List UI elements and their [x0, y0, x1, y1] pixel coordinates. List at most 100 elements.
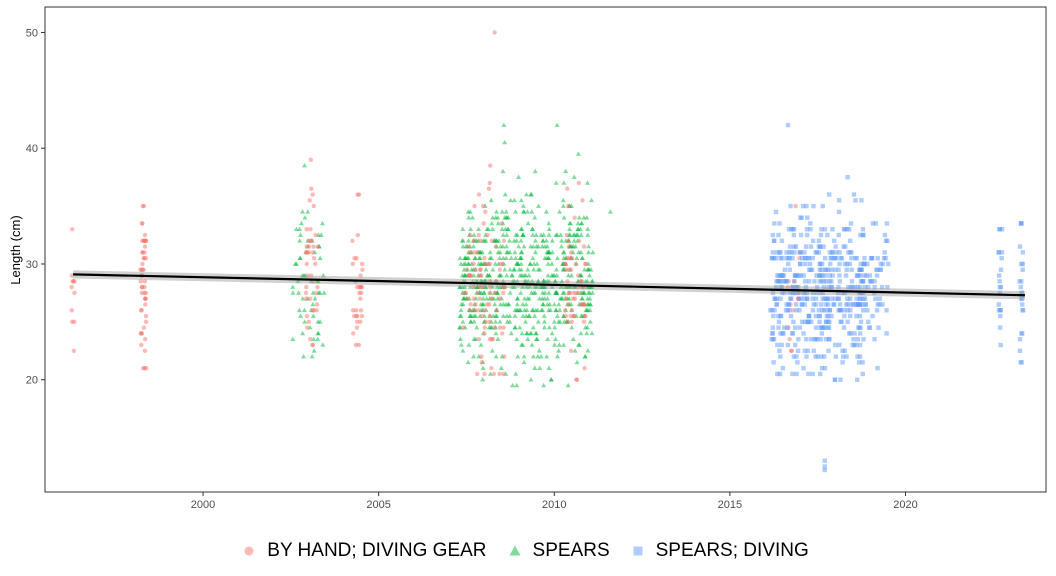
- data-point-spears: [494, 284, 500, 289]
- data-point-spears-diving: [837, 261, 842, 267]
- data-point-spears: [576, 249, 582, 255]
- data-point-by-hand-diving-gear: [498, 261, 503, 267]
- data-point-spears: [543, 238, 549, 243]
- data-point-by-hand-diving-gear: [359, 261, 365, 267]
- data-point-spears-diving: [847, 331, 852, 336]
- data-point-spears: [497, 249, 503, 255]
- data-point-by-hand-diving-gear: [487, 319, 492, 325]
- data-point-spears: [318, 232, 324, 237]
- data-point-spears: [545, 255, 551, 260]
- data-point-by-hand-diving-gear: [475, 371, 480, 377]
- data-point-spears-diving: [808, 221, 813, 226]
- data-point-by-hand-diving-gear: [465, 296, 471, 301]
- data-point-spears-diving: [1020, 267, 1025, 272]
- data-point-spears: [541, 325, 547, 330]
- data-point-by-hand-diving-gear: [358, 308, 364, 313]
- data-point-spears-diving: [823, 267, 828, 272]
- data-point-by-hand-diving-gear: [354, 319, 360, 325]
- data-point-spears: [563, 168, 569, 174]
- data-point-spears: [512, 313, 518, 318]
- data-point-spears-diving: [855, 337, 861, 342]
- data-point-spears-diving: [785, 342, 791, 348]
- trend-line: [73, 273, 1025, 297]
- data-point-spears: [530, 325, 536, 330]
- data-point-spears-diving: [801, 365, 806, 371]
- data-point-spears-diving: [870, 221, 876, 226]
- data-point-by-hand-diving-gear: [487, 290, 492, 296]
- data-point-by-hand-diving-gear: [476, 337, 482, 342]
- data-point-spears: [460, 301, 466, 307]
- data-point-by-hand-diving-gear: [580, 198, 585, 203]
- data-point-by-hand-diving-gear: [139, 308, 144, 313]
- data-point-spears-diving: [815, 337, 820, 342]
- data-point-spears: [461, 272, 467, 278]
- data-point-spears-diving: [794, 354, 799, 359]
- x-tick-label: 2005: [366, 499, 390, 511]
- data-point-by-hand-diving-gear: [572, 215, 577, 220]
- data-point-spears-diving: [837, 273, 842, 278]
- data-point-spears: [312, 296, 318, 301]
- data-point-spears-diving: [790, 290, 795, 296]
- data-point-spears: [515, 296, 521, 301]
- data-point-spears: [302, 215, 308, 220]
- data-point-spears: [480, 377, 486, 382]
- data-point-by-hand-diving-gear: [478, 267, 483, 272]
- data-point-spears-diving: [818, 232, 824, 238]
- data-point-spears-diving: [842, 348, 847, 353]
- data-point-spears: [585, 296, 591, 301]
- data-point-spears: [483, 267, 489, 272]
- data-point-spears-diving: [779, 342, 784, 348]
- data-point-by-hand-diving-gear: [70, 279, 75, 284]
- data-point-spears: [587, 307, 593, 313]
- data-point-by-hand-diving-gear: [70, 227, 75, 232]
- data-point-spears-diving: [770, 290, 776, 296]
- data-point-spears: [497, 319, 503, 324]
- data-point-by-hand-diving-gear: [475, 290, 480, 296]
- data-point-spears-diving: [855, 284, 860, 290]
- data-point-spears-diving: [772, 308, 777, 313]
- data-point-spears: [589, 278, 595, 284]
- data-point-spears-diving: [885, 284, 890, 290]
- data-point-spears: [572, 348, 578, 353]
- data-point-by-hand-diving-gear: [575, 273, 581, 278]
- data-point-spears: [546, 226, 552, 232]
- data-point-by-hand-diving-gear: [501, 238, 507, 244]
- data-point-by-hand-diving-gear: [489, 296, 494, 301]
- data-point-spears-diving: [803, 261, 808, 267]
- data-point-spears-diving: [854, 313, 859, 319]
- data-point-spears-diving: [877, 296, 882, 301]
- data-point-spears-diving: [779, 290, 785, 296]
- data-point-spears: [539, 296, 545, 301]
- data-point-spears: [300, 330, 306, 336]
- data-point-spears: [570, 336, 576, 342]
- data-point-spears: [512, 249, 518, 255]
- data-point-by-hand-diving-gear: [502, 354, 507, 359]
- data-point-spears-diving: [861, 232, 866, 238]
- data-point-spears-diving: [787, 290, 792, 296]
- data-point-spears-diving: [1020, 308, 1026, 313]
- data-point-spears-diving: [821, 354, 827, 359]
- data-point-spears: [551, 301, 557, 307]
- data-point-by-hand-diving-gear: [571, 296, 576, 301]
- data-point-spears: [486, 325, 492, 330]
- data-point-spears-diving: [798, 232, 804, 238]
- data-point-by-hand-diving-gear: [497, 267, 503, 272]
- data-point-spears: [298, 313, 304, 318]
- data-point-by-hand-diving-gear: [315, 284, 320, 290]
- data-point-spears: [468, 226, 474, 232]
- data-point-spears: [321, 290, 327, 295]
- data-point-by-hand-diving-gear: [352, 313, 357, 319]
- data-point-spears: [516, 174, 522, 179]
- data-point-by-hand-diving-gear: [483, 319, 488, 325]
- data-point-spears-diving: [862, 273, 868, 278]
- data-point-spears: [499, 209, 505, 214]
- data-point-spears: [552, 278, 558, 284]
- data-point-by-hand-diving-gear: [468, 302, 473, 307]
- data-point-spears: [532, 284, 538, 289]
- data-point-spears-diving: [790, 284, 795, 290]
- data-point-spears: [470, 215, 476, 220]
- data-point-spears-diving: [806, 255, 812, 261]
- data-point-spears: [607, 209, 613, 214]
- data-point-spears: [546, 290, 552, 295]
- data-point-spears: [578, 232, 584, 237]
